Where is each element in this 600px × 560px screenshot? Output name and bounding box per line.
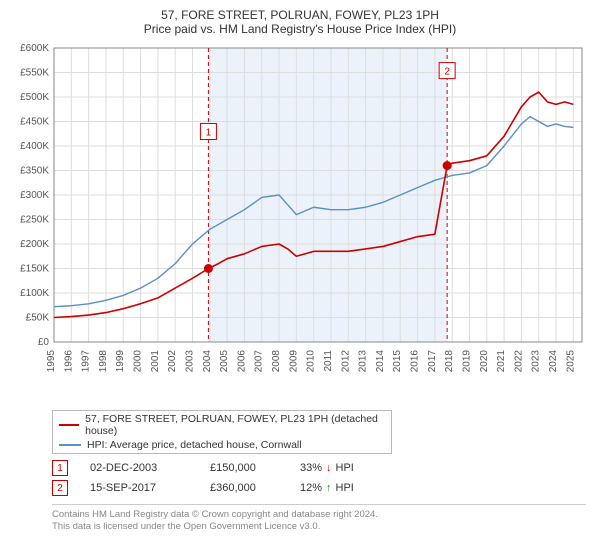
legend: 57, FORE STREET, POLRUAN, FOWEY, PL23 1P… <box>52 410 392 454</box>
svg-text:2006: 2006 <box>236 350 247 373</box>
svg-text:2009: 2009 <box>288 350 299 373</box>
footer-line1: Contains HM Land Registry data © Crown c… <box>52 509 586 521</box>
transaction-pct-value: 33% <box>300 462 322 474</box>
svg-text:1995: 1995 <box>46 350 57 373</box>
svg-text:2: 2 <box>444 67 450 78</box>
footer-line2: This data is licensed under the Open Gov… <box>52 521 586 533</box>
chart-title-block: 57, FORE STREET, POLRUAN, FOWEY, PL23 1P… <box>10 8 590 36</box>
title-address: 57, FORE STREET, POLRUAN, FOWEY, PL23 1P… <box>10 8 590 22</box>
svg-text:1996: 1996 <box>63 350 74 373</box>
svg-text:2019: 2019 <box>461 350 472 373</box>
transaction-marker-box: 1 <box>52 460 68 476</box>
transaction-date: 02-DEC-2003 <box>90 462 210 474</box>
transaction-suffix: HPI <box>336 462 354 474</box>
svg-text:2018: 2018 <box>444 350 455 373</box>
transaction-pct-value: 12% <box>300 482 322 494</box>
svg-text:£400K: £400K <box>20 141 49 152</box>
svg-text:2025: 2025 <box>565 350 576 373</box>
svg-text:1997: 1997 <box>81 350 92 373</box>
svg-text:2015: 2015 <box>392 350 403 373</box>
transaction-change: 33% ↓ HPI <box>300 462 354 474</box>
svg-text:£150K: £150K <box>20 264 49 275</box>
svg-text:2003: 2003 <box>184 350 195 373</box>
svg-text:2005: 2005 <box>219 350 230 373</box>
svg-text:£450K: £450K <box>20 117 49 128</box>
svg-text:2014: 2014 <box>375 350 386 373</box>
svg-text:2020: 2020 <box>479 350 490 373</box>
title-subtitle: Price paid vs. HM Land Registry's House … <box>10 22 590 36</box>
svg-text:2017: 2017 <box>427 350 438 373</box>
svg-text:£100K: £100K <box>20 288 49 299</box>
svg-text:£50K: £50K <box>26 313 50 324</box>
transaction-price: £360,000 <box>210 482 300 494</box>
svg-text:2010: 2010 <box>306 350 317 373</box>
footer-attribution: Contains HM Land Registry data © Crown c… <box>52 504 586 534</box>
legend-item: 57, FORE STREET, POLRUAN, FOWEY, PL23 1P… <box>53 412 391 438</box>
transaction-suffix: HPI <box>336 482 354 494</box>
svg-text:£200K: £200K <box>20 239 49 250</box>
line-chart-svg: £0 £50K £100K £150K £200K £250K £300K £350K £400… <box>10 42 590 402</box>
transaction-price: £150,000 <box>210 462 300 474</box>
svg-text:2022: 2022 <box>513 350 524 373</box>
svg-text:£0: £0 <box>38 337 50 348</box>
svg-text:2013: 2013 <box>358 350 369 373</box>
legend-item: HPI: Average price, detached house, Corn… <box>53 438 391 452</box>
svg-text:2011: 2011 <box>323 350 334 372</box>
svg-text:2016: 2016 <box>410 350 421 373</box>
svg-text:£350K: £350K <box>20 166 49 177</box>
legend-swatch <box>59 444 81 446</box>
svg-text:2012: 2012 <box>340 350 351 373</box>
transaction-date: 15-SEP-2017 <box>90 482 210 494</box>
transaction-change: 12% ↑ HPI <box>300 482 354 494</box>
legend-swatch <box>59 424 79 426</box>
svg-text:2001: 2001 <box>150 350 161 373</box>
transactions-block: 1 02-DEC-2003£150,00033% ↓ HPI 2 15-SEP-2017£… <box>52 460 586 496</box>
svg-text:2002: 2002 <box>167 350 178 373</box>
arrow-down-icon: ↓ <box>326 462 332 474</box>
svg-text:2023: 2023 <box>531 350 542 373</box>
chart-area: £0 £50K £100K £150K £200K £250K £300K £350K £400… <box>10 42 590 402</box>
svg-text:£500K: £500K <box>20 92 49 103</box>
svg-text:2024: 2024 <box>548 350 559 373</box>
svg-text:2004: 2004 <box>202 350 213 373</box>
svg-text:1: 1 <box>206 128 212 139</box>
svg-text:£300K: £300K <box>20 190 49 201</box>
svg-text:1998: 1998 <box>98 350 109 373</box>
transaction-row: 2 15-SEP-2017£360,00012% ↑ HPI <box>52 480 586 496</box>
svg-text:2008: 2008 <box>271 350 282 373</box>
svg-text:£250K: £250K <box>20 215 49 226</box>
legend-label: HPI: Average price, detached house, Corn… <box>87 439 302 451</box>
svg-text:2007: 2007 <box>254 350 265 373</box>
svg-text:£550K: £550K <box>20 68 49 79</box>
svg-text:1999: 1999 <box>115 350 126 373</box>
transaction-marker-box: 2 <box>52 480 68 496</box>
legend-label: 57, FORE STREET, POLRUAN, FOWEY, PL23 1P… <box>85 413 385 437</box>
transaction-row: 1 02-DEC-2003£150,00033% ↓ HPI <box>52 460 586 476</box>
svg-text:2000: 2000 <box>133 350 144 373</box>
svg-text:£600K: £600K <box>20 43 49 54</box>
svg-text:2021: 2021 <box>496 350 507 373</box>
arrow-up-icon: ↑ <box>326 482 332 494</box>
